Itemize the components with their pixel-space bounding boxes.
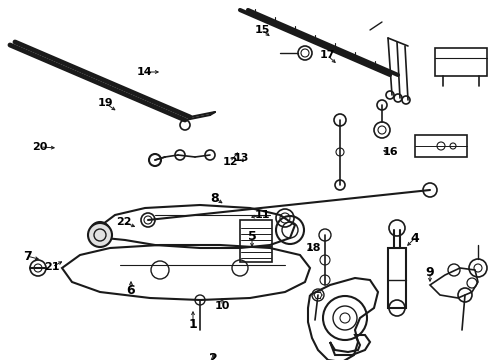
Text: 12: 12 bbox=[222, 157, 238, 167]
Text: 4: 4 bbox=[411, 231, 419, 244]
Text: 17: 17 bbox=[319, 50, 335, 60]
Text: 1: 1 bbox=[189, 319, 197, 332]
Text: 8: 8 bbox=[211, 192, 220, 204]
Text: 22: 22 bbox=[116, 217, 132, 227]
Text: 11: 11 bbox=[254, 210, 270, 220]
Circle shape bbox=[88, 223, 112, 247]
Text: 9: 9 bbox=[426, 266, 434, 279]
Text: 21: 21 bbox=[44, 262, 60, 272]
Text: 16: 16 bbox=[382, 147, 398, 157]
Text: 18: 18 bbox=[305, 243, 321, 253]
Text: 6: 6 bbox=[127, 284, 135, 297]
Bar bbox=[240, 220, 272, 262]
Bar bbox=[388, 248, 406, 308]
Text: 7: 7 bbox=[23, 249, 31, 262]
Text: 13: 13 bbox=[233, 153, 249, 163]
Text: 10: 10 bbox=[214, 301, 230, 311]
Bar bbox=[435, 48, 487, 76]
Text: 19: 19 bbox=[97, 98, 113, 108]
Bar bbox=[415, 135, 467, 157]
Text: 2: 2 bbox=[209, 351, 218, 360]
Text: 14: 14 bbox=[136, 67, 152, 77]
Text: 5: 5 bbox=[247, 230, 256, 243]
Text: 20: 20 bbox=[32, 142, 48, 152]
Text: 15: 15 bbox=[254, 25, 270, 35]
